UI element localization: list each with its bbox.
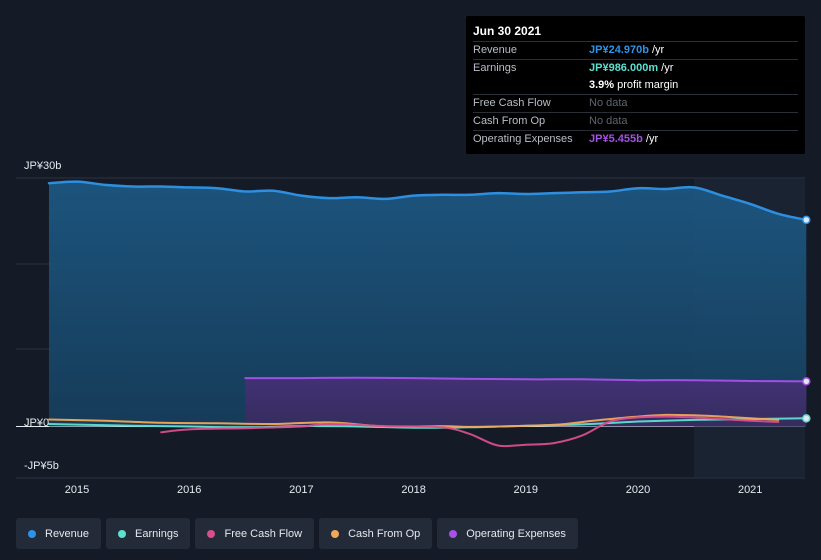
legend-label: Revenue	[45, 527, 90, 540]
tooltip-row: Cash From Op No data	[473, 112, 798, 130]
cash-from-op-line	[48, 413, 780, 428]
tooltip-row-value: No data	[589, 97, 628, 109]
tooltip-row-value: JP¥986.000m /yr	[589, 62, 674, 74]
tooltip-row-label: Free Cash Flow	[473, 97, 551, 109]
tooltip-row-label: Operating Expenses	[473, 133, 573, 145]
series-areas	[48, 181, 807, 427]
legend-label: Free Cash Flow	[224, 527, 303, 540]
y-label-zero: JP¥0	[24, 417, 50, 429]
earnings-end-marker	[802, 414, 811, 423]
legend-item-free-cash-flow[interactable]: Free Cash Flow	[195, 518, 315, 549]
tooltip-row: Operating Expenses JP¥5.455b /yr	[473, 130, 798, 148]
tooltip-row-value: JP¥5.455b /yr	[589, 133, 659, 145]
end-markers	[802, 215, 811, 423]
x-tick-label: 2017	[289, 484, 314, 496]
tooltip-row-label: Cash From Op	[473, 115, 546, 127]
tooltip-row-value: No data	[589, 115, 628, 127]
tooltip-row: Free Cash Flow No data	[473, 94, 798, 112]
legend-item-cash-from-op[interactable]: Cash From Op	[319, 518, 433, 549]
chart-canvas	[16, 177, 811, 479]
revenue-line	[47, 180, 808, 222]
x-tick-label: 2015	[64, 484, 90, 496]
tooltip-row: 3.9% profit margin	[473, 77, 798, 94]
revenue-end-marker	[802, 215, 811, 225]
tooltip-row-label: Earnings	[473, 62, 517, 74]
legend-dot-icon	[118, 529, 127, 538]
legend-dot-icon	[331, 529, 340, 538]
legend-item-revenue[interactable]: Revenue	[16, 518, 102, 549]
legend-dot-icon	[449, 529, 458, 538]
operating-expenses-line	[244, 376, 808, 383]
series-lines	[47, 180, 808, 448]
tooltip: Jun 30 2021 Revenue JP¥24.970b /yr Earning…	[466, 16, 805, 154]
tooltip-row-value: JP¥24.970b /yr	[589, 44, 665, 56]
y-label-negative: -JP¥5b	[24, 460, 59, 472]
tooltip-row-value: 3.9% profit margin	[589, 79, 679, 91]
legend-item-earnings[interactable]: Earnings	[106, 518, 191, 549]
operating-expenses-end-marker	[802, 377, 811, 386]
legend-dot-icon	[207, 529, 216, 538]
x-tick-label: 2020	[625, 484, 651, 496]
tooltip-row: Revenue JP¥24.970b /yr	[473, 41, 798, 59]
tooltip-row: Earnings JP¥986.000m /yr	[473, 59, 798, 77]
x-tick-label: 2021	[737, 484, 763, 496]
x-tick-label: 2016	[176, 484, 202, 496]
tooltip-date: Jun 30 2021	[473, 24, 542, 38]
legend-label: Earnings	[135, 527, 179, 540]
revenue-area	[48, 181, 807, 427]
tooltip-row-label	[473, 77, 589, 94]
legend-dot-icon	[28, 529, 36, 538]
x-tick-label: 2019	[513, 484, 539, 496]
tooltip-row-label: Revenue	[473, 44, 518, 56]
legend: Revenue Earnings Free Cash Flow Cash From O…	[16, 518, 578, 549]
y-label-top: JP¥30b	[24, 160, 62, 172]
x-tick-label: 2018	[401, 484, 426, 496]
legend-label: Cash From Op	[348, 527, 421, 540]
legend-item-operating-expenses[interactable]: Operating Expenses	[437, 518, 578, 549]
legend-label: Operating Expenses	[466, 527, 566, 540]
